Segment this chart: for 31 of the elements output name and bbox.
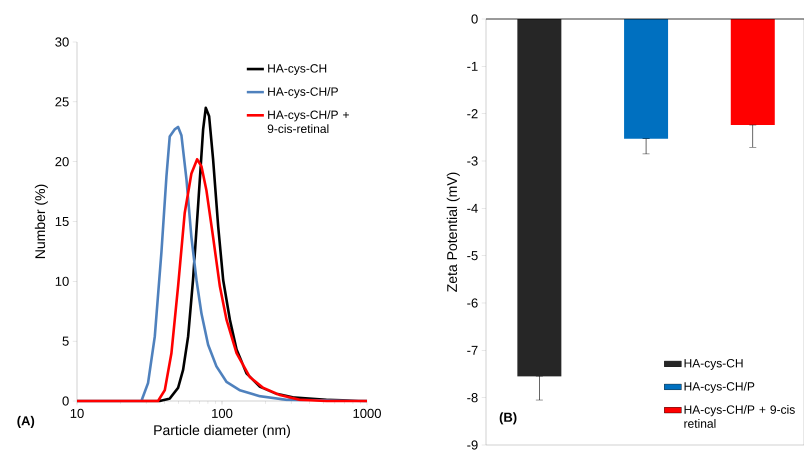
y-tick-label: 25 xyxy=(55,97,69,106)
y-tick-label: -1 xyxy=(467,62,478,71)
y-tick-label: -9 xyxy=(467,440,478,450)
x-tick-label: 1000 xyxy=(354,408,381,418)
y-axis-title: Number (%) xyxy=(34,184,48,258)
legend-label: HA-cys-CH/P xyxy=(684,382,754,394)
y-tick-label: 15 xyxy=(56,216,69,226)
y-tick-label: 0 xyxy=(471,14,478,24)
y-tick-label: 0 xyxy=(62,396,69,406)
y-tick-label: -5 xyxy=(467,251,478,260)
y-tick-label: -2 xyxy=(467,109,478,118)
legend-label: HA-cys-CH/P + 9-cis-retinal xyxy=(268,110,349,134)
legend-label: HA-cys-CH/P + 9-cis retinal xyxy=(684,405,795,428)
y-tick-label: -8 xyxy=(467,393,478,402)
y-tick-label: 30 xyxy=(55,37,69,47)
y-tick-label: 5 xyxy=(62,336,69,346)
y-tick-label: 10 xyxy=(56,276,69,286)
annotation: (B) xyxy=(500,412,516,424)
text: (A) xyxy=(17,416,34,428)
y-tick-label: -6 xyxy=(467,298,478,308)
x-axis-title: Particle diameter (nm) xyxy=(154,424,290,438)
x-tick-label: 10 xyxy=(70,408,84,418)
y-tick-label: -3 xyxy=(467,156,478,166)
legend-label: HA-cys-CH/P xyxy=(268,87,338,98)
y-tick-label: -7 xyxy=(467,346,478,355)
legend-label: HA-cys-CH xyxy=(684,358,743,370)
x-tick-label: 100 xyxy=(212,408,232,418)
legend-label: HA-cys-CH xyxy=(268,64,326,76)
y-tick-label: -4 xyxy=(467,204,478,213)
y-axis-title: Zeta Potential (mV) xyxy=(446,172,460,292)
y-tick-label: 20 xyxy=(55,157,69,166)
